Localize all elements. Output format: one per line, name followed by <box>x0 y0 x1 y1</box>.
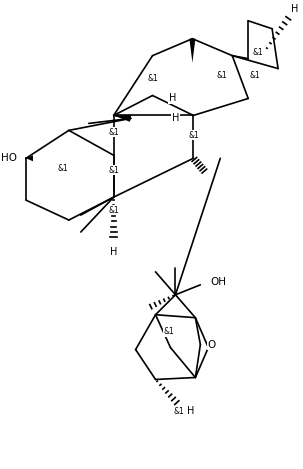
Text: &1: &1 <box>58 164 68 173</box>
Text: OH: OH <box>210 277 226 287</box>
Text: H: H <box>291 4 299 14</box>
Text: &1: &1 <box>217 71 228 80</box>
Text: &1: &1 <box>253 48 264 57</box>
Text: H: H <box>110 247 117 257</box>
Text: H: H <box>169 93 176 104</box>
Polygon shape <box>114 115 131 122</box>
Text: &1: &1 <box>173 407 184 416</box>
Text: &1: &1 <box>188 131 199 140</box>
Text: &1: &1 <box>108 128 119 137</box>
Text: H: H <box>187 406 194 416</box>
Text: &1: &1 <box>147 74 158 83</box>
Polygon shape <box>26 155 33 161</box>
Text: O: O <box>207 340 216 349</box>
Text: H: H <box>172 113 179 123</box>
Text: &1: &1 <box>108 205 119 215</box>
Text: HO: HO <box>1 153 17 163</box>
Text: &1: &1 <box>108 166 119 175</box>
Text: &1: &1 <box>250 71 261 80</box>
Text: &1: &1 <box>163 327 174 336</box>
Polygon shape <box>189 39 195 63</box>
